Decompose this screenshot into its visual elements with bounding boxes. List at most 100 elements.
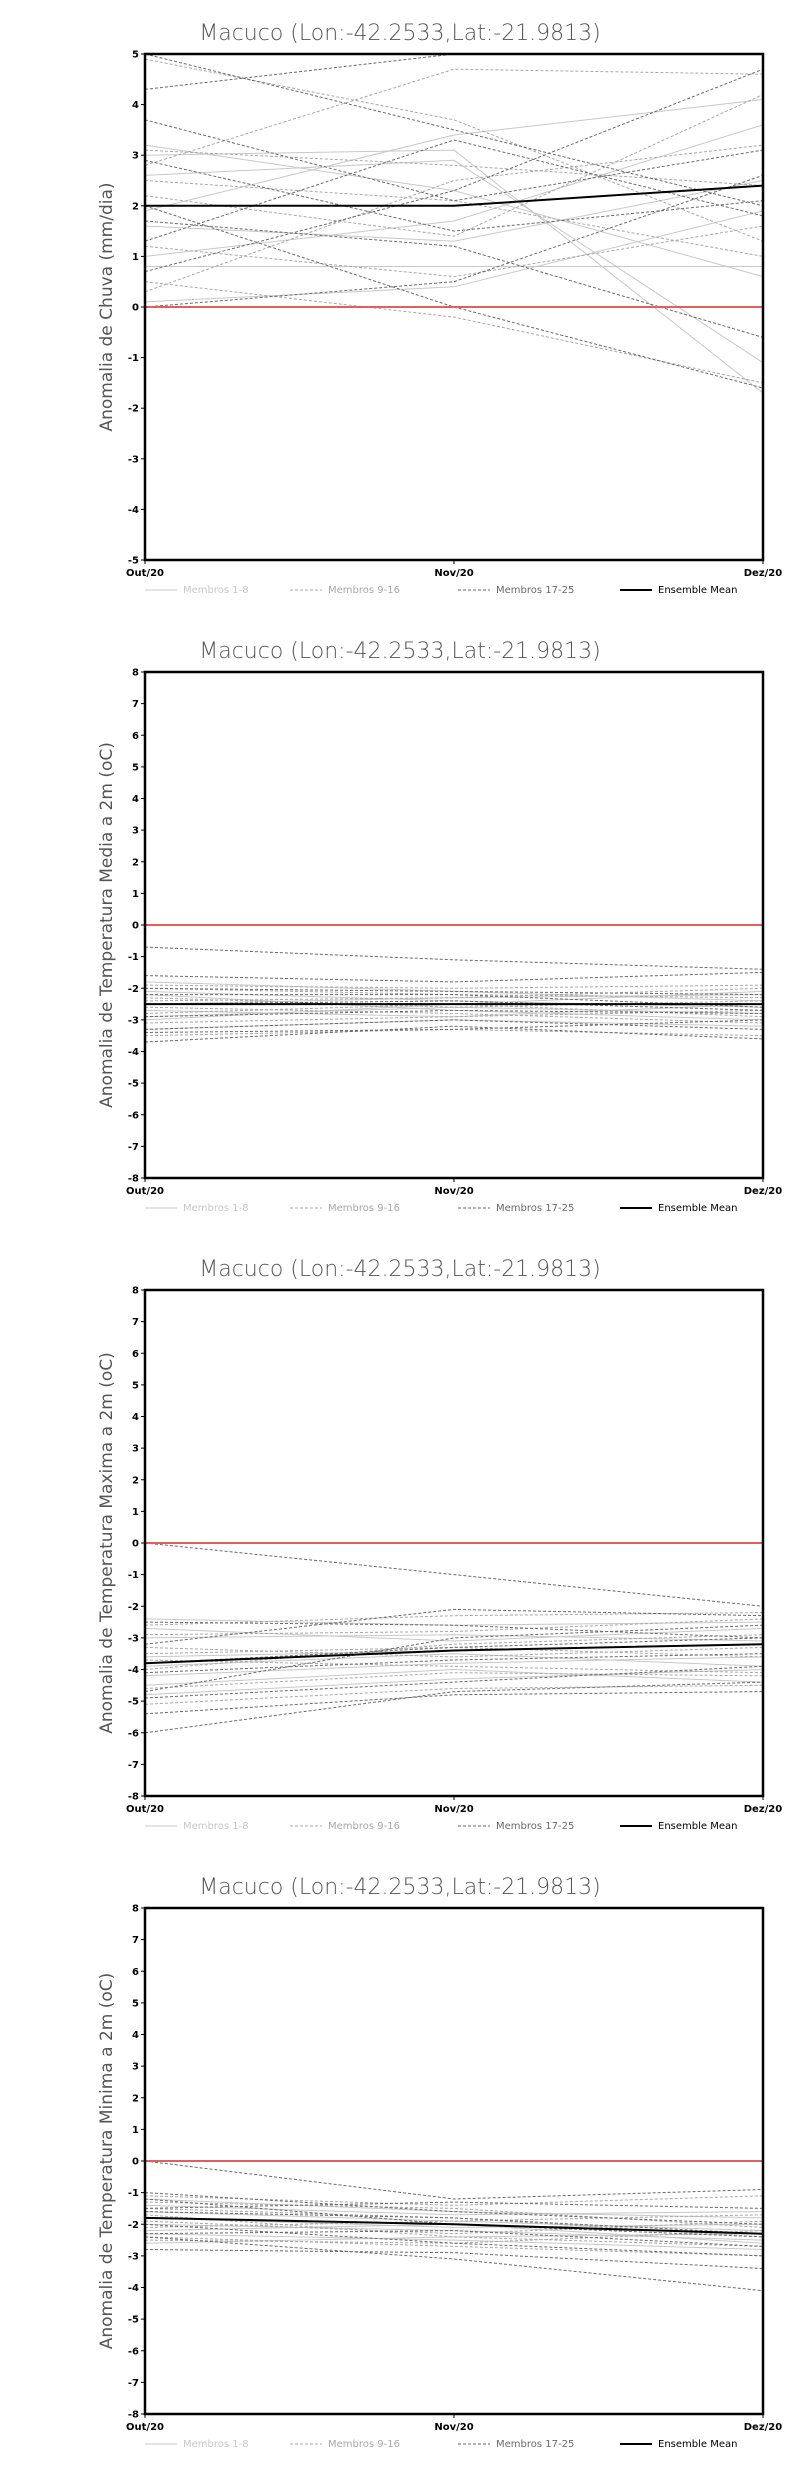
y-tick-label: -1	[128, 353, 139, 364]
member-line-14	[144, 984, 764, 989]
member-line-11	[144, 144, 764, 293]
y-tick-label: 0	[132, 303, 139, 314]
y-tick-label: 1	[132, 2125, 139, 2136]
y-tick-label: 3	[132, 151, 139, 162]
member-line-12	[144, 987, 764, 1002]
member-line-2	[144, 1634, 764, 1642]
chart-title: Macuco (Lon:-42.2533,Lat:-21.9813)	[199, 21, 601, 46]
member-line-10	[144, 225, 764, 278]
legend-label: Membros 9-16	[328, 1821, 400, 1832]
x-tick-label: Out/20	[126, 2422, 164, 2433]
chart-panel-temp-minima: Macuco (Lon:-42.2533,Lat:-21.9813) Anomal…	[0, 1854, 800, 2472]
y-tick-label: -2	[128, 984, 139, 995]
legend: Membros 1-8 Membros 9-16 Membros 17-25 Ense…	[145, 1821, 737, 1832]
y-tick-label: -4	[128, 2283, 139, 2294]
y-tick-label: -3	[128, 1015, 139, 1026]
y-tick-label: 2	[132, 2093, 139, 2104]
legend-label: Membros 17-25	[496, 1821, 574, 1832]
member-line-25	[144, 987, 764, 996]
member-line-21	[144, 2201, 764, 2209]
member-line-20	[144, 1019, 764, 1030]
y-tick-label: 4	[132, 2030, 139, 2041]
member-line-14	[144, 2214, 764, 2228]
member-line-11	[144, 1634, 764, 1670]
legend-label: Ensemble Mean	[658, 585, 737, 596]
member-line-19	[144, 1608, 764, 1645]
chart-title: Macuco (Lon:-42.2533,Lat:-21.9813)	[199, 1875, 601, 1900]
y-tick-label: -4	[128, 1047, 139, 1058]
chart-temp-media-svg: Macuco (Lon:-42.2533,Lat:-21.9813) Anomal…	[97, 639, 783, 1214]
member-line-18	[144, 119, 764, 202]
plot-area	[144, 2160, 764, 2292]
y-tick-label: 4	[132, 794, 139, 805]
member-line-6	[144, 994, 764, 1021]
y-tick-label: -1	[128, 1570, 139, 1581]
member-line-17	[144, 1542, 764, 1607]
legend-label: Membros 9-16	[328, 2439, 400, 2450]
y-tick-label: 1	[132, 1507, 139, 1518]
x-tick-label: Out/20	[126, 568, 164, 579]
y-tick-label: 5	[132, 50, 139, 61]
member-line-15	[144, 1618, 764, 1636]
member-line-20	[144, 2249, 764, 2269]
y-tick-label: 1	[132, 889, 139, 900]
member-line-15	[144, 2214, 764, 2247]
member-line-20	[144, 174, 764, 308]
legend-label: Membros 1-8	[183, 1821, 249, 1832]
member-line-5	[144, 1019, 764, 1030]
member-line-13	[144, 1646, 764, 1658]
member-line-13	[144, 1028, 764, 1037]
y-tick-label: 5	[132, 1998, 139, 2009]
y-tick-label: 8	[132, 1904, 139, 1915]
member-line-12	[144, 1672, 764, 1689]
legend-label: Membros 1-8	[183, 585, 249, 596]
member-line-22	[144, 68, 764, 273]
legend-label: Membros 9-16	[328, 1203, 400, 1214]
member-line-24	[144, 1019, 764, 1033]
y-tick-label: 4	[132, 1412, 139, 1423]
y-tick-label: 6	[132, 731, 139, 742]
y-axis-label: Anomalia de Chuva (mm/dia)	[97, 182, 117, 431]
member-line-14	[144, 1684, 764, 1705]
y-tick-label: -5	[128, 2315, 139, 2326]
member-line-19	[144, 971, 764, 983]
legend-label: Membros 17-25	[496, 2439, 574, 2450]
x-tick-label: Out/20	[126, 1186, 164, 1197]
x-tick-label: Dez/20	[744, 2422, 783, 2433]
member-line-18	[144, 1681, 764, 1734]
member-line-13	[144, 94, 764, 237]
member-line-21	[144, 1691, 764, 1715]
member-line-8	[144, 1668, 764, 1686]
y-tick-label: 2	[132, 1475, 139, 1486]
member-line-3	[144, 210, 764, 303]
member-line-4	[144, 1006, 764, 1018]
y-tick-label: -2	[128, 404, 139, 415]
legend: Membros 1-8 Membros 9-16 Membros 17-25 Ense…	[145, 585, 737, 596]
ensemble-mean-line	[145, 184, 764, 207]
legend: Membros 1-8 Membros 9-16 Membros 17-25 Ense…	[145, 1203, 737, 1214]
member-line-4	[144, 2233, 764, 2250]
y-tick-label: 5	[132, 762, 139, 773]
member-line-21	[144, 159, 764, 232]
member-line-1	[144, 144, 764, 278]
y-tick-label: 2	[132, 857, 139, 868]
y-tick-label: 3	[132, 826, 139, 837]
member-line-6	[144, 149, 764, 394]
member-line-9	[144, 2195, 764, 2206]
y-tick-label: -6	[128, 2346, 139, 2357]
plot-area	[144, 1542, 764, 1734]
member-line-2	[144, 2211, 764, 2232]
y-tick-label: 0	[132, 921, 139, 932]
chart-title: Macuco (Lon:-42.2533,Lat:-21.9813)	[199, 1257, 601, 1282]
x-tick-label: Dez/20	[744, 1186, 783, 1197]
member-line-15	[144, 281, 764, 384]
y-tick-label: 4	[132, 100, 139, 111]
legend-label: Ensemble Mean	[658, 1821, 737, 1832]
member-line-17	[144, 53, 764, 207]
member-line-19	[144, 2192, 764, 2225]
y-tick-label: 3	[132, 1444, 139, 1455]
member-line-1	[144, 2198, 764, 2219]
member-line-14	[144, 58, 764, 242]
y-tick-label: -6	[128, 1110, 139, 1121]
member-line-22	[144, 2223, 764, 2257]
